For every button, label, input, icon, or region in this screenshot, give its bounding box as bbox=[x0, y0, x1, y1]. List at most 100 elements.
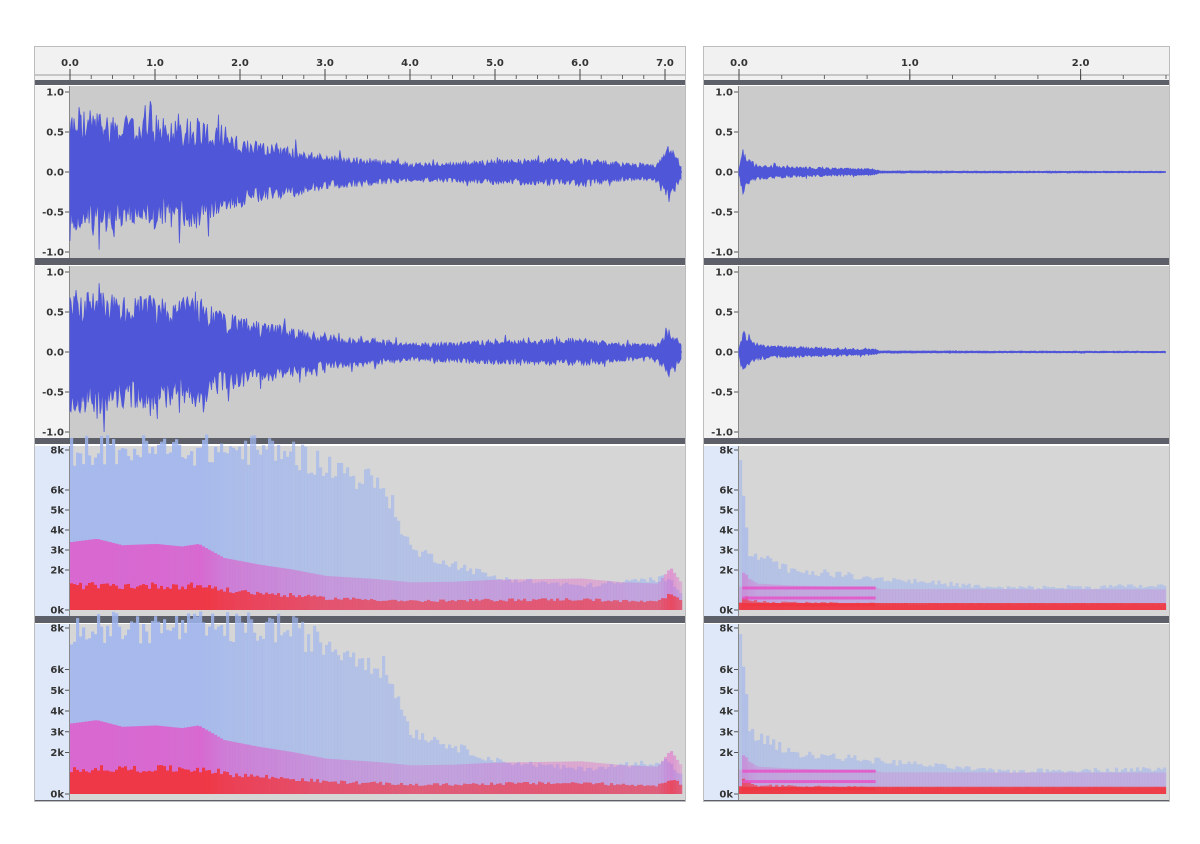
vertical-ruler bbox=[34, 266, 70, 438]
timeline-tick-label: 5.0 bbox=[486, 58, 504, 69]
amplitude-tick-label: 1.0 bbox=[46, 268, 64, 279]
frequency-tick-label: 3k bbox=[719, 727, 733, 738]
frequency-tick-label: 0k bbox=[50, 790, 64, 801]
amplitude-tick-label: 1.0 bbox=[715, 88, 733, 99]
frequency-tick-label: 5k bbox=[50, 506, 64, 517]
frequency-tick-label: 2k bbox=[50, 566, 64, 577]
amplitude-tick-label: -1.0 bbox=[42, 248, 64, 259]
frequency-tick-label: 5k bbox=[719, 506, 733, 517]
amplitude-tick-label: -0.5 bbox=[711, 388, 733, 399]
amplitude-tick-label: 0.5 bbox=[46, 128, 64, 139]
vertical-ruler bbox=[34, 446, 70, 616]
ruler-separator bbox=[34, 80, 686, 85]
timeline-ruler[interactable]: 0.0 1.0 2.0 bbox=[703, 46, 1170, 82]
frequency-tick-label: 6k bbox=[719, 486, 733, 497]
amplitude-tick-label: 1.0 bbox=[46, 88, 64, 99]
right-track-view: 0.0 1.0 2.0 1.0 0.5 0.0 -0.5 -1.0 1.0 0.5 0.0 -0.5 -… bbox=[703, 46, 1170, 802]
amplitude-tick-label: 0.5 bbox=[715, 308, 733, 319]
track-separator[interactable] bbox=[703, 438, 1170, 444]
vertical-ruler bbox=[703, 446, 739, 616]
ruler-separator bbox=[703, 80, 1170, 85]
timeline-ruler-bg bbox=[703, 46, 1170, 82]
timeline-tick-label: 0.0 bbox=[730, 58, 748, 69]
frequency-tick-label: 4k bbox=[50, 707, 64, 718]
amplitude-tick-label: 1.0 bbox=[715, 268, 733, 279]
waveform-track-left-channel[interactable]: 1.0 0.5 0.0 -0.5 -1.0 bbox=[34, 86, 686, 259]
frequency-tick-label: 4k bbox=[50, 526, 64, 537]
timeline-tick-label: 7.0 bbox=[656, 58, 674, 69]
amplitude-tick-label: -0.5 bbox=[711, 208, 733, 219]
amplitude-tick-label: -1.0 bbox=[711, 428, 733, 439]
amplitude-tick-label: 0.0 bbox=[715, 168, 733, 179]
frequency-tick-label: 4k bbox=[719, 526, 733, 537]
spectrogram-track-left-channel[interactable]: 8k 6k 5k 4k 3k 2k 0k bbox=[34, 434, 686, 617]
timeline-ruler[interactable]: 0.0 1.0 2.0 3.0 4.0 5.0 6.0 7.0 bbox=[34, 46, 686, 82]
amplitude-tick-label: 0.5 bbox=[715, 128, 733, 139]
waveform bbox=[69, 101, 682, 250]
track-separator[interactable] bbox=[34, 616, 686, 623]
timeline-tick-label: 4.0 bbox=[401, 58, 419, 69]
spectrogram-energy bbox=[70, 434, 683, 610]
spectrogram-energy bbox=[739, 460, 1167, 610]
spectrogram-track-right-channel[interactable]: 8k 6k 5k 4k 3k 2k 0k bbox=[703, 624, 1170, 801]
frequency-tick-label: 6k bbox=[719, 665, 733, 676]
panel-frame bbox=[703, 46, 1170, 802]
frequency-tick-label: 0k bbox=[50, 606, 64, 617]
track-separator[interactable] bbox=[34, 438, 686, 444]
amplitude-tick-label: 0.5 bbox=[46, 308, 64, 319]
frequency-tick-label: 0k bbox=[719, 790, 733, 801]
amplitude-tick-label: 0.0 bbox=[46, 168, 64, 179]
waveform-track-left-channel[interactable]: 1.0 0.5 0.0 -0.5 -1.0 bbox=[703, 86, 1170, 259]
timeline-tick-label: 0.0 bbox=[61, 58, 79, 69]
amplitude-tick-label: -1.0 bbox=[42, 428, 64, 439]
spectrogram-track-right-channel[interactable]: 8k 6k 5k 4k 3k 2k 0k bbox=[34, 611, 686, 801]
waveform-track-right-channel[interactable]: 1.0 0.5 0.0 -0.5 -1.0 bbox=[703, 266, 1170, 439]
waveform-track-right-channel[interactable]: 1.0 0.5 0.0 -0.5 -1.0 bbox=[34, 266, 686, 439]
spectrogram-track-left-channel[interactable]: 8k 6k 5k 4k 3k 2k 0k bbox=[703, 446, 1170, 617]
frequency-tick-label: 5k bbox=[719, 686, 733, 697]
track-separator[interactable] bbox=[703, 616, 1170, 623]
frequency-tick-label: 2k bbox=[50, 748, 64, 759]
timeline-tick-label: 1.0 bbox=[146, 58, 164, 69]
timeline-tick-label: 3.0 bbox=[316, 58, 334, 69]
vertical-ruler bbox=[703, 624, 739, 800]
vertical-ruler bbox=[34, 624, 70, 800]
waveform bbox=[69, 283, 682, 433]
amplitude-tick-label: -1.0 bbox=[711, 248, 733, 259]
left-track-view: 0.0 1.0 2.0 3.0 4.0 5.0 6.0 7.0 1.0 0.5 0.0 -0.5 -1.… bbox=[34, 46, 686, 802]
right-track-canvas: 0.0 1.0 2.0 1.0 0.5 0.0 -0.5 -1.0 1.0 0.5 0.0 -0.5 -… bbox=[703, 46, 1170, 802]
amplitude-tick-label: 0.0 bbox=[715, 348, 733, 359]
track-separator[interactable] bbox=[34, 258, 686, 265]
timeline-ruler-bg bbox=[34, 46, 686, 82]
timeline-tick-label: 6.0 bbox=[571, 58, 589, 69]
frequency-tick-label: 5k bbox=[50, 686, 64, 697]
frequency-tick-label: 8k bbox=[50, 624, 64, 635]
panel-frame bbox=[34, 46, 686, 802]
frequency-tick-label: 6k bbox=[50, 486, 64, 497]
frequency-tick-label: 8k bbox=[719, 624, 733, 635]
vertical-ruler bbox=[703, 86, 739, 258]
frequency-tick-label: 3k bbox=[50, 727, 64, 738]
frequency-tick-label: 0k bbox=[719, 606, 733, 617]
timeline-tick-label: 2.0 bbox=[231, 58, 249, 69]
frequency-tick-label: 8k bbox=[50, 446, 64, 457]
waveform bbox=[738, 330, 1166, 371]
track-separator[interactable] bbox=[703, 258, 1170, 265]
spectrogram-energy bbox=[739, 634, 1167, 794]
vertical-ruler bbox=[34, 86, 70, 258]
frequency-tick-label: 8k bbox=[719, 446, 733, 457]
timeline-tick-label: 2.0 bbox=[1072, 58, 1090, 69]
amplitude-tick-label: -0.5 bbox=[42, 208, 64, 219]
frequency-tick-label: 4k bbox=[719, 707, 733, 718]
frequency-tick-label: 3k bbox=[50, 546, 64, 557]
left-track-canvas: 0.0 1.0 2.0 3.0 4.0 5.0 6.0 7.0 1.0 0.5 0.0 -0.5 -1.… bbox=[34, 46, 686, 802]
frequency-tick-label: 2k bbox=[719, 566, 733, 577]
spectrogram-energy bbox=[70, 611, 683, 794]
amplitude-tick-label: 0.0 bbox=[46, 348, 64, 359]
vertical-ruler bbox=[703, 266, 739, 438]
amplitude-tick-label: -0.5 bbox=[42, 388, 64, 399]
frequency-tick-label: 3k bbox=[719, 546, 733, 557]
timeline-tick-label: 1.0 bbox=[901, 58, 919, 69]
frequency-tick-label: 6k bbox=[50, 665, 64, 676]
frequency-tick-label: 2k bbox=[719, 748, 733, 759]
